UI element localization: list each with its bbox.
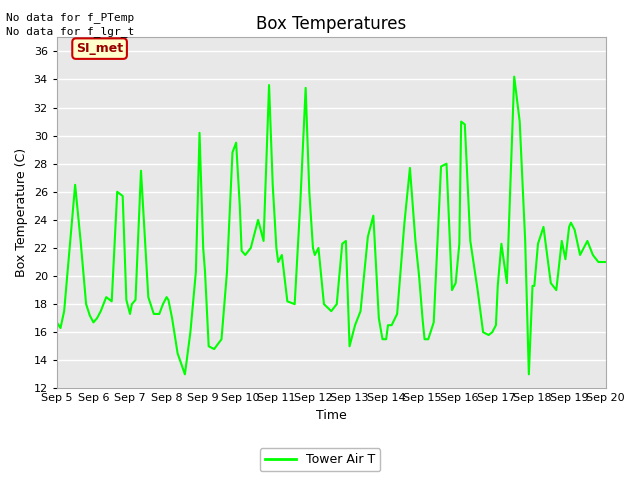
X-axis label: Time: Time <box>316 409 347 422</box>
Text: SI_met: SI_met <box>76 42 123 55</box>
Title: Box Temperatures: Box Temperatures <box>256 15 406 33</box>
Text: No data for f_lgr_t: No data for f_lgr_t <box>6 26 134 37</box>
Y-axis label: Box Temperature (C): Box Temperature (C) <box>15 148 28 277</box>
Text: No data for f_PTemp: No data for f_PTemp <box>6 12 134 23</box>
Legend: Tower Air T: Tower Air T <box>260 448 380 471</box>
